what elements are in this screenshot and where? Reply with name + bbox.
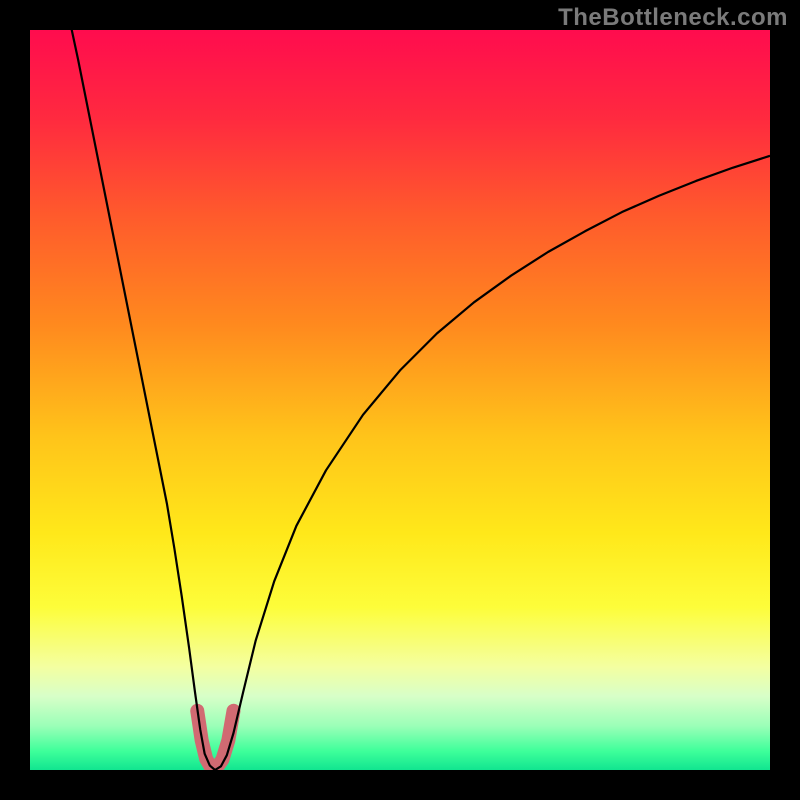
watermark-text: TheBottleneck.com (558, 4, 788, 32)
chart-stage: TheBottleneck.com (0, 0, 800, 800)
plot-area (30, 30, 770, 770)
bottleneck-chart (0, 0, 800, 800)
